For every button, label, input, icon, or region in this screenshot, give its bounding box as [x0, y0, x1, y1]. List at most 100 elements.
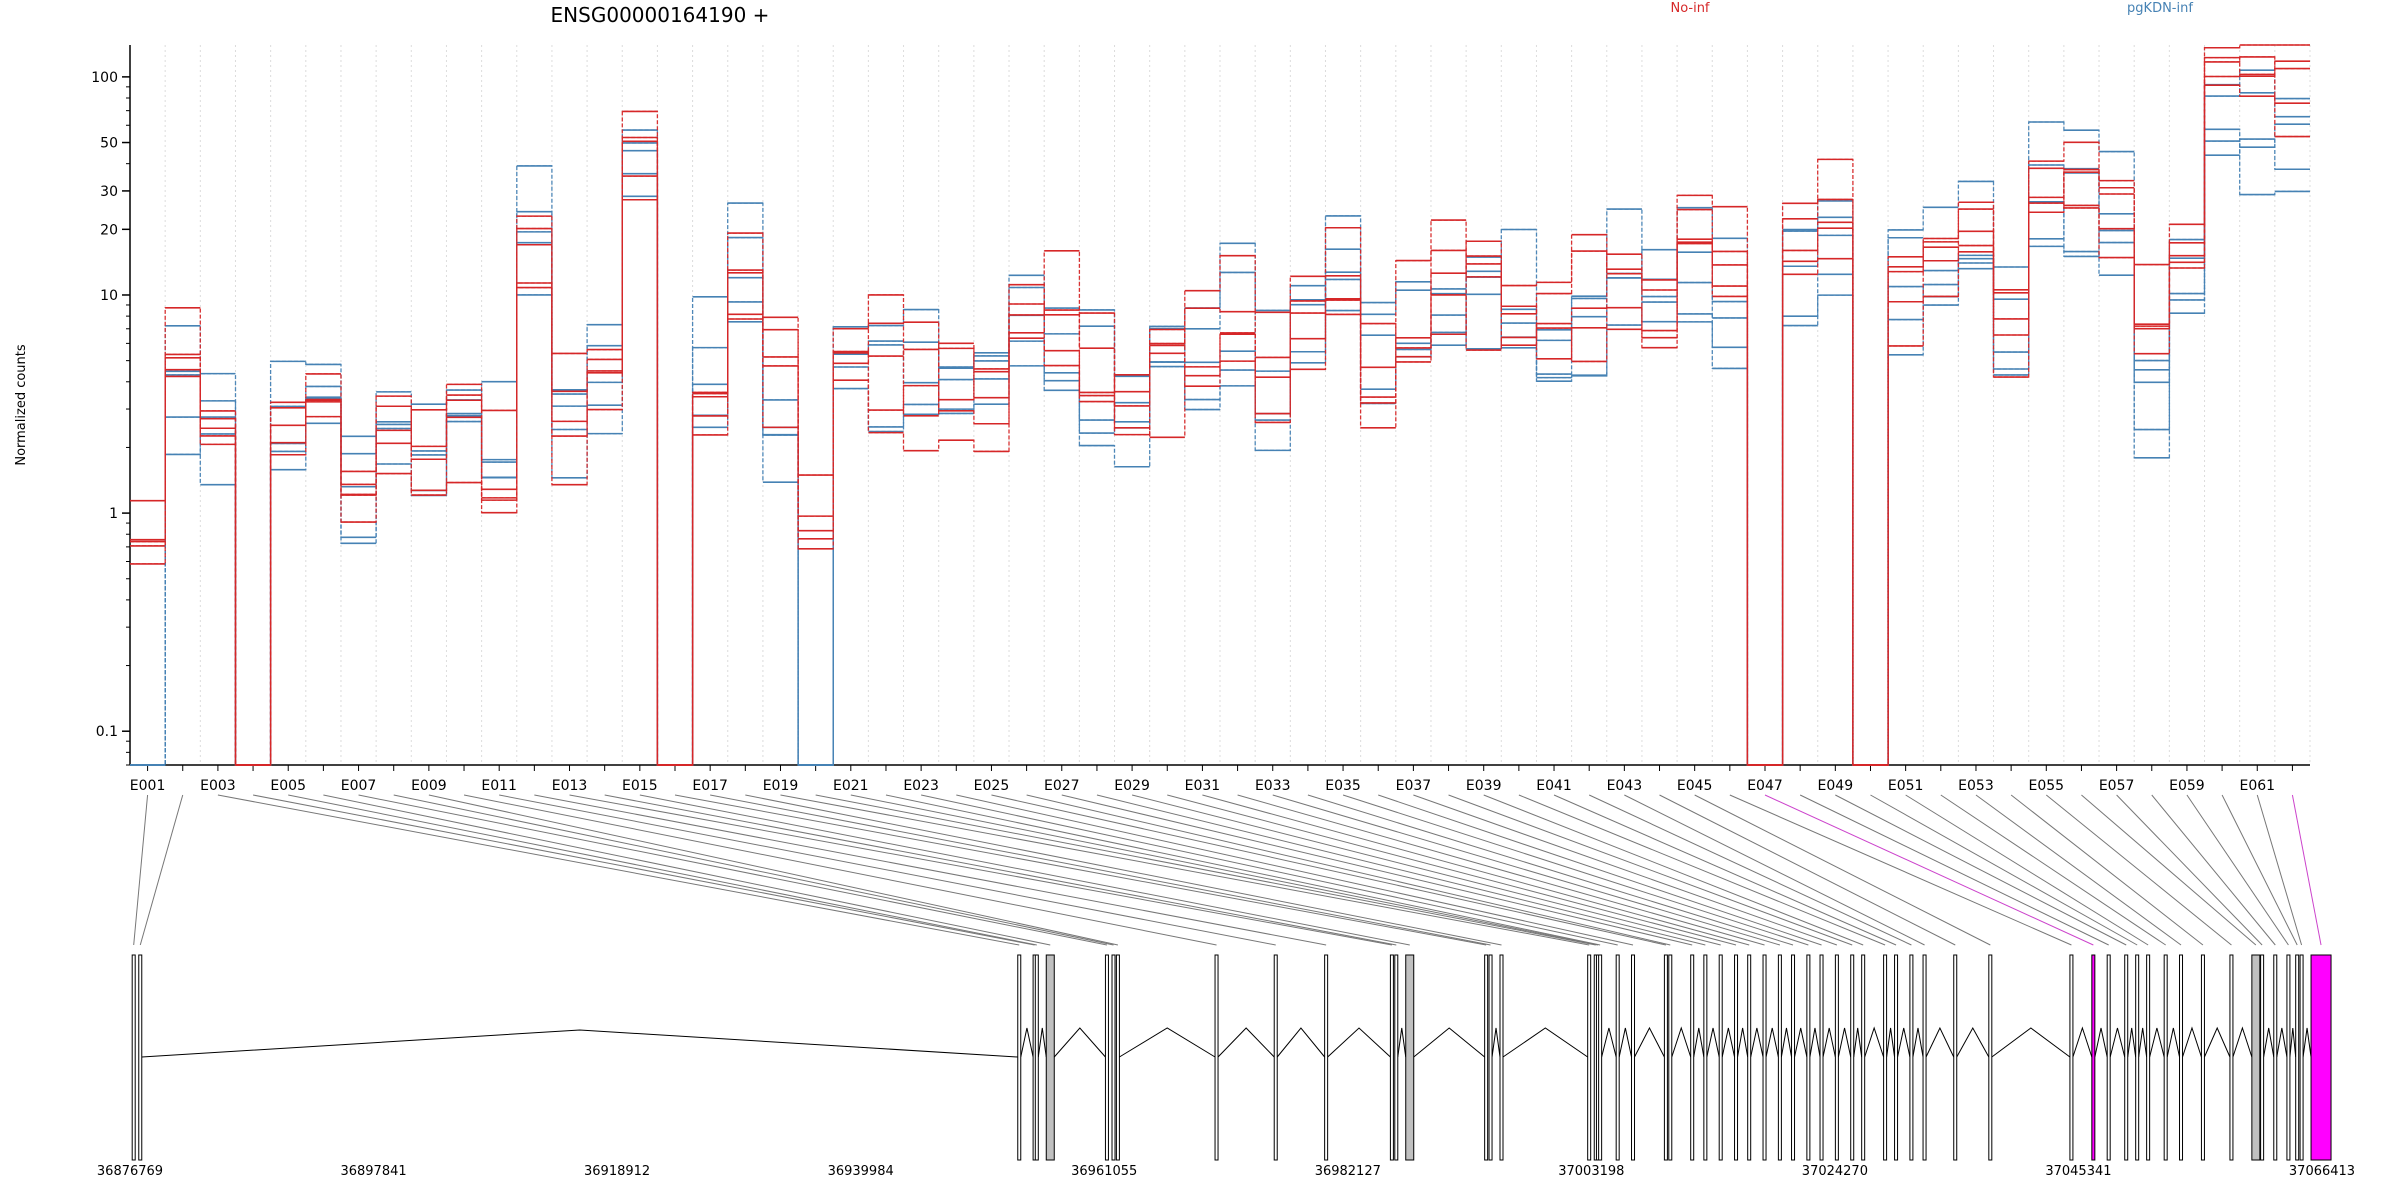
- x-tick-label: E047: [1747, 778, 1783, 794]
- exon-connector: [745, 794, 1502, 946]
- exon-box: [1104, 954, 1109, 1161]
- exon-connector: [885, 794, 1601, 946]
- x-tick-label: E015: [622, 778, 658, 794]
- intron-line: [1634, 1026, 1665, 1058]
- exon-box: [1718, 954, 1723, 1161]
- exon-box: [1883, 954, 1888, 1161]
- exon-box: [1894, 954, 1899, 1161]
- x-tick-label: E045: [1677, 778, 1713, 794]
- exon-connector: [1167, 794, 1737, 946]
- exon-connector: [1624, 794, 1925, 946]
- exon-box: [1045, 954, 1055, 1161]
- exon-connector: [850, 794, 1599, 946]
- exon-connector: [780, 794, 1590, 946]
- exon-connector: [1835, 794, 2127, 946]
- exon-box: [2229, 954, 2234, 1161]
- exon-connector: [674, 794, 1487, 946]
- intron-line: [1502, 1027, 1588, 1058]
- exon-box: [1389, 954, 1394, 1161]
- exon-box: [1922, 954, 1927, 1161]
- intron-line: [1217, 1027, 1275, 1058]
- intron-line: [1119, 1027, 1216, 1058]
- intron-line: [1765, 1027, 1779, 1058]
- exon-connector: [1202, 794, 1750, 946]
- intron-line: [1276, 1027, 1326, 1058]
- y-tick-label: 100: [91, 70, 118, 86]
- exon-connector: [2186, 794, 2289, 946]
- genomic-coordinate-label: 37024270: [1802, 1164, 1868, 1179]
- exon-connector: [604, 794, 1397, 946]
- exon-box: [2310, 954, 2332, 1161]
- exon-connector: [2256, 794, 2303, 946]
- intron-line: [1925, 1026, 1955, 1058]
- exon-connector: [1342, 794, 1809, 946]
- x-tick-label: E053: [1958, 778, 1994, 794]
- intron-line: [2289, 1027, 2297, 1058]
- exon-box: [1663, 954, 1668, 1161]
- genomic-coordinate-label: 36939984: [828, 1164, 894, 1179]
- x-tick-label: E007: [341, 778, 377, 794]
- exon-connector: [323, 794, 1051, 946]
- y-tick-label: 20: [100, 222, 118, 238]
- x-tick-label: E031: [1185, 778, 1221, 794]
- exon-box: [1850, 954, 1855, 1161]
- exon-connector: [1799, 794, 2109, 946]
- intron-line: [2276, 1027, 2288, 1058]
- exon-connector: [1518, 794, 1886, 946]
- exon-connector: [2081, 794, 2257, 946]
- exon-connector: [710, 794, 1491, 946]
- exon-box: [138, 954, 143, 1161]
- x-tick-label: E049: [1818, 778, 1854, 794]
- exon-connector: [288, 794, 1037, 946]
- x-tick-label: E027: [1044, 778, 1080, 794]
- x-tick-label: E033: [1255, 778, 1291, 794]
- exon-box: [1394, 954, 1399, 1161]
- exon-box: [1405, 954, 1415, 1161]
- exon-connector: [2291, 794, 2322, 946]
- intron-line: [2127, 1027, 2137, 1058]
- x-tick-label: E043: [1607, 778, 1643, 794]
- x-tick-label: E035: [1325, 778, 1361, 794]
- exon-connector: [463, 794, 1217, 946]
- x-tick-label: E005: [270, 778, 306, 794]
- genomic-coordinate-label: 36897841: [340, 1164, 406, 1179]
- intron-line: [2138, 1027, 2148, 1058]
- exon-box: [1953, 954, 1958, 1161]
- exon-connector: [1694, 794, 1991, 946]
- x-tick-label: E025: [974, 778, 1010, 794]
- exon-box: [1734, 954, 1739, 1161]
- intron-line: [1491, 1027, 1501, 1058]
- x-tick-label: E017: [692, 778, 728, 794]
- exon-box: [1273, 954, 1278, 1161]
- intron-line: [1897, 1027, 1911, 1058]
- genomic-coordinate-label: 36876769: [97, 1164, 163, 1179]
- genomic-coordinate-label: 36961055: [1071, 1164, 1137, 1179]
- intron-line: [1037, 1027, 1047, 1058]
- intron-line: [1853, 1027, 1863, 1058]
- plot-area: 0.1 1 10 20 30 50 100 E001 E003 E005 E007 E009 E011 E…: [91, 44, 2311, 794]
- intron-line: [1991, 1027, 2071, 1058]
- exon-box: [131, 954, 136, 1161]
- exon-box: [1488, 954, 1493, 1161]
- exon-box: [2146, 954, 2151, 1161]
- intron-line: [1750, 1027, 1764, 1058]
- intron-line: [2232, 1026, 2253, 1058]
- y-axis-label: Normalized counts: [14, 344, 29, 466]
- exon-connector: [1026, 794, 1671, 946]
- chart-title: ENSG00000164190 +: [551, 3, 770, 27]
- exon-connector: [133, 794, 149, 946]
- exon-connector: [1729, 794, 2072, 946]
- exon-connector: [1659, 794, 1956, 946]
- x-tick-label: E019: [763, 778, 799, 794]
- exon-box: [2273, 954, 2278, 1161]
- exon-box: [1615, 954, 1620, 1161]
- exon-connector: [1905, 794, 2149, 946]
- x-tick-label: E009: [411, 778, 447, 794]
- exon-connector: [2116, 794, 2263, 946]
- exon-box: [1777, 954, 1782, 1161]
- exon-connector: [1413, 794, 1838, 946]
- legend-no-inf: No-inf: [1670, 1, 1709, 16]
- exon-box: [2106, 954, 2111, 1161]
- y-tick-label: 30: [100, 184, 118, 200]
- exon-box: [1690, 954, 1695, 1161]
